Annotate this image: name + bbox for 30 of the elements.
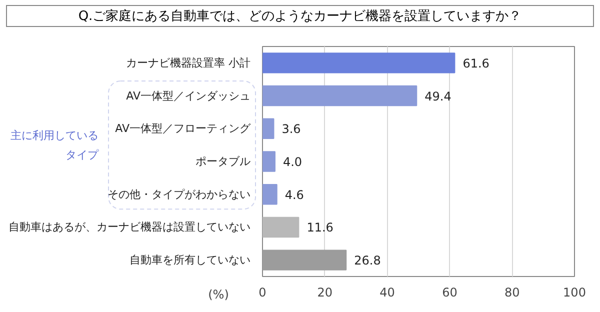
bar	[262, 52, 456, 74]
x-tick-label: 40	[380, 286, 395, 300]
chart-title: Q.ご家庭にある自動車では、どのようなカーナビ機器を設置していますか？	[78, 8, 522, 26]
text: 主に利用しているタイプ	[10, 128, 100, 162]
y-tick-label: AV一体型／フローティング	[115, 122, 252, 136]
bar	[262, 250, 347, 270]
x-axis-title: (%)	[208, 288, 229, 302]
x-tick-label: 60	[442, 286, 458, 300]
bar	[262, 118, 274, 139]
data-label: 11.6	[306, 220, 334, 235]
data-label: 4.6	[284, 188, 304, 202]
y-tick-label: ポータブル	[196, 155, 250, 168]
y-tick-label: 自動車を所有していない	[130, 254, 250, 267]
x-tick-label: 20	[317, 286, 333, 300]
data-label: 3.6	[282, 122, 301, 136]
y-tick-label: AV一体型／インダッシュ	[126, 89, 251, 102]
bar	[262, 85, 418, 106]
x-tick-label: 100	[563, 286, 586, 300]
data-label: 26.8	[354, 254, 381, 268]
data-label: 4.0	[282, 155, 302, 169]
x-tick-label: 80	[504, 286, 520, 300]
y-tick-label: その他・タイプがわからない	[108, 188, 250, 201]
y-tick-label: カーナビ機器設置率 小計	[126, 56, 251, 70]
data-label: 49.4	[424, 89, 452, 104]
data-label: 61.6	[462, 56, 490, 70]
bar	[262, 151, 276, 172]
y-tick-label: 自動車はあるが、カーナビ機器は設置していない	[8, 220, 250, 234]
bar	[262, 184, 278, 205]
bar	[262, 216, 300, 238]
x-tick-label: 0	[258, 286, 266, 300]
